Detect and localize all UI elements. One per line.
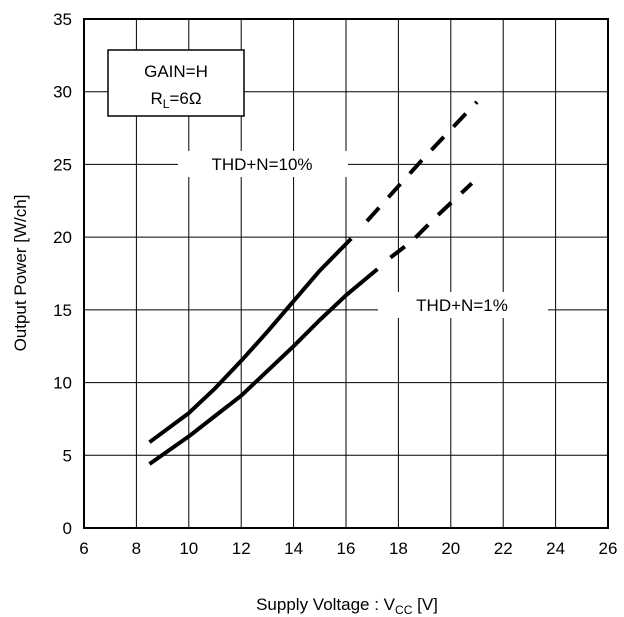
series-1-solid-line	[148, 267, 379, 466]
x-tick-label: 20	[441, 539, 460, 558]
series-label-10-text: THD+N=10%	[211, 155, 312, 174]
legend-load-main: R	[150, 89, 162, 108]
series-label-10: THD+N=10%	[178, 151, 348, 177]
series-label-1-text: THD+N=1%	[416, 296, 508, 315]
x-tick-label: 10	[179, 539, 198, 558]
legend-gain-label: GAIN=H	[144, 62, 208, 81]
x-axis-title-unit: [V]	[412, 595, 438, 614]
legend-load-sub: L	[163, 97, 170, 111]
series-0-solid-line	[148, 237, 353, 444]
x-axis-title-sub: CC	[395, 603, 413, 617]
legend-box-frame	[107, 49, 245, 117]
series-layer	[148, 100, 479, 466]
x-tick-label: 14	[284, 539, 303, 558]
x-tick-label: 18	[389, 539, 408, 558]
series-1-dashed-line	[389, 181, 474, 260]
y-tick-label: 5	[63, 446, 72, 465]
y-tick-label: 30	[53, 83, 72, 102]
legend-load-rest: =6Ω	[169, 89, 201, 108]
x-tick-label: 22	[494, 539, 513, 558]
y-tick-label: 25	[53, 155, 72, 174]
series-0-dashed-line	[365, 100, 479, 223]
x-axis-title: Supply Voltage : VCC [V]	[256, 595, 438, 617]
series-label-1: THD+N=1%	[378, 292, 548, 318]
x-tick-label: 6	[79, 539, 88, 558]
plot-frame	[83, 18, 609, 529]
tick-labels: 6 8 10 12 14 16 18 20 22 24 26 0 5 10 15 20 25 30 35	[53, 10, 617, 558]
x-tick-label: 16	[337, 539, 356, 558]
legend-box: GAIN=H RL=6Ω	[107, 49, 245, 117]
x-axis-title-main: Supply Voltage : V	[256, 595, 396, 614]
x-tick-label: 12	[232, 539, 251, 558]
x-tick-label: 26	[599, 539, 618, 558]
x-tick-label: 24	[546, 539, 565, 558]
y-axis-title: Output Power [W/ch]	[11, 195, 30, 352]
y-tick-label: 15	[53, 301, 72, 320]
x-tick-label: 8	[132, 539, 141, 558]
y-tick-label: 0	[63, 519, 72, 538]
y-tick-label: 20	[53, 228, 72, 247]
series-label-1-bg	[378, 292, 548, 318]
series-label-10-bg	[178, 151, 348, 177]
legend-load-label: RL=6Ω	[150, 89, 201, 111]
y-tick-label: 10	[53, 374, 72, 393]
y-tick-label: 35	[53, 10, 72, 29]
